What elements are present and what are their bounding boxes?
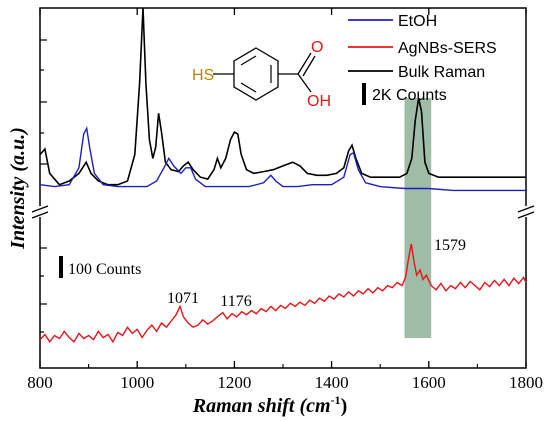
legend: EtOH AgNBs-SERS Bulk Raman bbox=[348, 13, 497, 81]
axis-break-left-mark-1 bbox=[31, 205, 49, 213]
bond-hydroxyl bbox=[297, 73, 312, 93]
peak-annotation-1071: 1071 bbox=[167, 290, 199, 307]
series-line-agnbs-sers bbox=[39, 243, 527, 344]
series-line-etoh bbox=[39, 126, 526, 192]
y-axis-label: Intensity (a.u.) bbox=[7, 127, 29, 250]
x-axis-tick-labels: 800 1000 1200 1400 1600 1800 bbox=[27, 373, 543, 392]
molecule-label-oh: OH bbox=[307, 93, 331, 110]
peak-annotation-1579: 1579 bbox=[434, 237, 466, 254]
scale-bar-100-label: 100 Counts bbox=[68, 261, 141, 278]
scale-bar-2k-label: 2K Counts bbox=[372, 87, 447, 104]
x-tick-label-1600: 1600 bbox=[412, 373, 446, 392]
peak-annotation-1176: 1176 bbox=[220, 293, 251, 310]
x-axis-label-close: ) bbox=[341, 395, 348, 417]
x-tick-label-1400: 1400 bbox=[315, 373, 349, 392]
molecule-structure: HS O OH bbox=[192, 39, 331, 110]
axis-break-left-gap bbox=[32, 206, 48, 217]
series-line-bulk-raman bbox=[39, 7, 526, 186]
y-axis-ticks bbox=[40, 39, 47, 333]
benzene-inner-bond-1 bbox=[240, 55, 257, 66]
x-axis-ticks bbox=[39, 8, 527, 368]
molecule-label-o: O bbox=[311, 39, 323, 56]
x-tick-label-1200: 1200 bbox=[217, 373, 251, 392]
axis-break-right-mark-1 bbox=[517, 205, 535, 213]
axis-break-right-gap bbox=[518, 206, 534, 217]
plot-frame bbox=[39, 7, 527, 369]
x-axis-label-sup: -1 bbox=[331, 393, 341, 407]
legend-label-bulk-raman: Bulk Raman bbox=[398, 64, 485, 81]
highlight-band-1579 bbox=[404, 98, 432, 338]
x-axis-label-text: Raman shift (cm bbox=[192, 395, 331, 417]
axis-break-left-mark-2 bbox=[31, 211, 49, 219]
x-axis-label: Raman shift (cm-1) bbox=[192, 393, 347, 417]
x-tick-label-1800: 1800 bbox=[509, 373, 543, 392]
molecule-label-sh: HS bbox=[192, 67, 214, 84]
scale-bar-2k bbox=[362, 83, 366, 105]
legend-label-agnbs-sers: AgNBs-SERS bbox=[398, 40, 497, 57]
benzene-ring bbox=[233, 47, 279, 101]
axis-break-right-mark-2 bbox=[517, 211, 535, 219]
bond-carbonyl-1 bbox=[297, 52, 312, 75]
legend-label-etoh: EtOH bbox=[398, 13, 437, 30]
bond-carbonyl-2 bbox=[302, 55, 316, 77]
benzene-inner-bond-3 bbox=[240, 82, 257, 93]
scale-bar-100 bbox=[59, 256, 63, 278]
x-tick-label-1000: 1000 bbox=[120, 373, 154, 392]
x-tick-label-800: 800 bbox=[27, 373, 53, 392]
